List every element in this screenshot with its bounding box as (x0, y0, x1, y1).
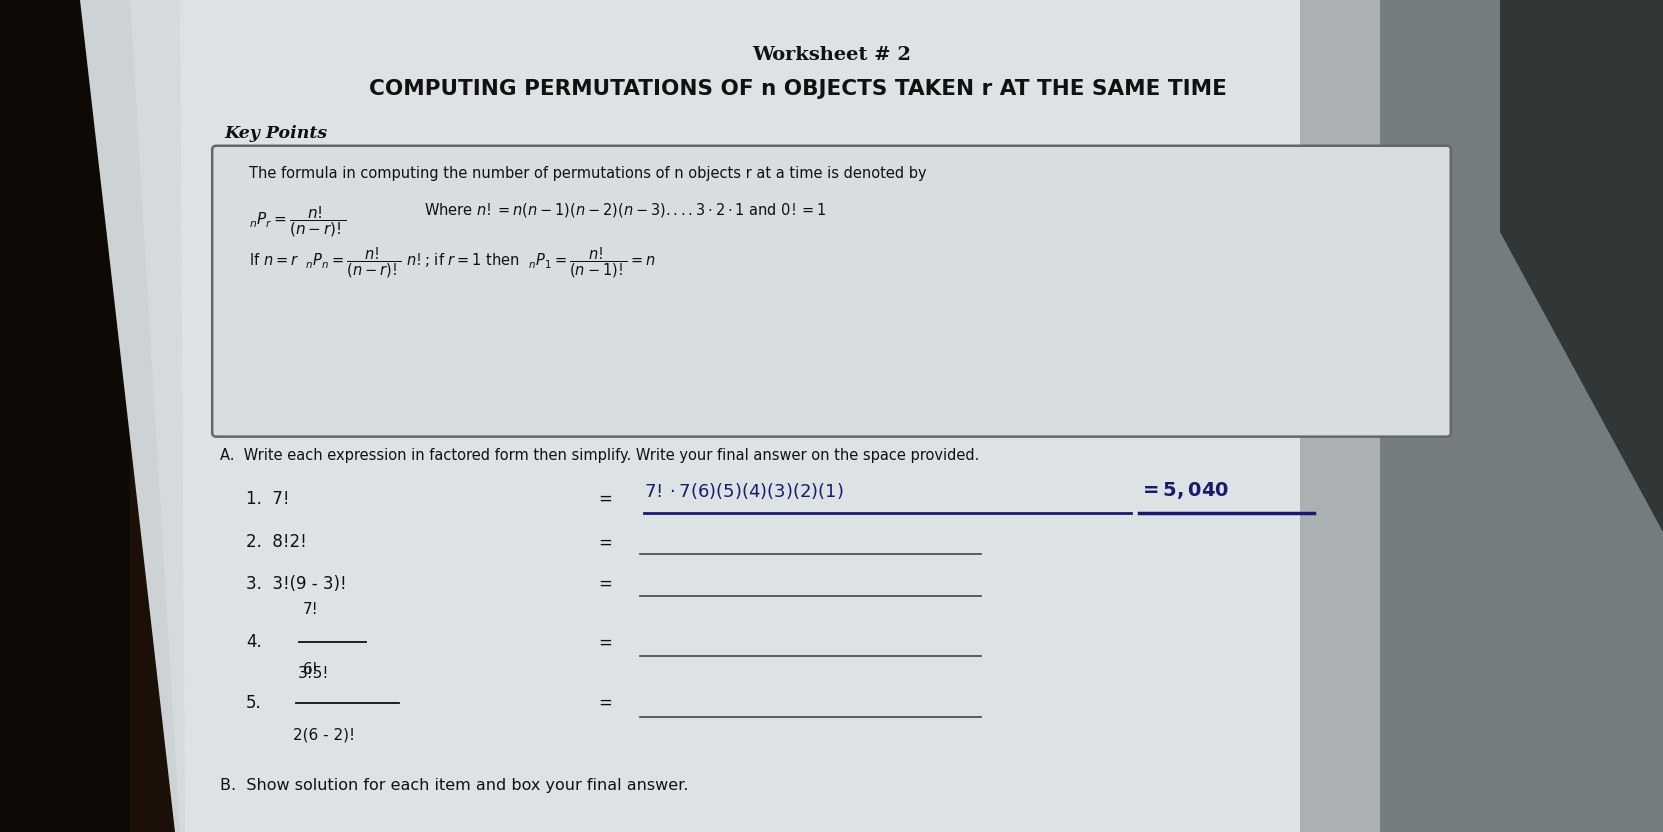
Polygon shape (1500, 0, 1663, 532)
Text: =: = (599, 633, 612, 651)
Text: 6!: 6! (303, 662, 318, 677)
Polygon shape (80, 0, 1663, 832)
Text: 3!5!: 3!5! (298, 666, 329, 681)
Text: Worksheet # 2: Worksheet # 2 (752, 46, 911, 64)
Text: 4.: 4. (246, 633, 261, 651)
Text: Where $n! = n(n-1)(n-2)(n-3)....3\cdot 2\cdot 1$ and $0! = 1$: Where $n! = n(n-1)(n-2)(n-3)....3\cdot 2… (424, 201, 827, 220)
Text: Key Points: Key Points (225, 125, 328, 141)
Text: A.  Write each expression in factored form then simplify. Write your final answe: A. Write each expression in factored for… (220, 448, 980, 463)
Text: 2(6 - 2)!: 2(6 - 2)! (293, 727, 354, 742)
Text: B.  Show solution for each item and box your final answer.: B. Show solution for each item and box y… (220, 778, 688, 793)
Polygon shape (180, 0, 1300, 832)
Polygon shape (1380, 0, 1663, 832)
Text: =: = (599, 694, 612, 712)
Text: $\mathit{7! \cdot 7(6)(5)(4)(3)(2)(1)}$: $\mathit{7! \cdot 7(6)(5)(4)(3)(2)(1)}$ (644, 481, 843, 501)
Text: $_{n}P_{r}=\dfrac{n!}{(n-r)!}$: $_{n}P_{r}=\dfrac{n!}{(n-r)!}$ (249, 204, 348, 239)
Text: =: = (599, 533, 612, 552)
Polygon shape (130, 0, 1450, 832)
Text: COMPUTING PERMUTATIONS OF n OBJECTS TAKEN r AT THE SAME TIME: COMPUTING PERMUTATIONS OF n OBJECTS TAKE… (369, 79, 1227, 99)
Polygon shape (1201, 0, 1663, 832)
FancyBboxPatch shape (213, 146, 1450, 437)
Text: 3.  3!(9 - 3)!: 3. 3!(9 - 3)! (246, 575, 348, 593)
Text: $\mathbf{= 5,040}$: $\mathbf{= 5,040}$ (1139, 480, 1229, 502)
Text: If $n=r$ $\ _{n}P_{n}=\dfrac{n!}{(n-r)!}$ $n!$; if $r=1$ then $\ _{n}P_{1}=\dfra: If $n=r$ $\ _{n}P_{n}=\dfrac{n!}{(n-r)!}… (249, 245, 657, 280)
Text: 5.: 5. (246, 694, 261, 712)
Polygon shape (0, 0, 130, 832)
Text: =: = (599, 490, 612, 508)
Text: 1.  7!: 1. 7! (246, 490, 289, 508)
Text: 2.  8!2!: 2. 8!2! (246, 533, 308, 552)
Text: =: = (599, 575, 612, 593)
Text: 7!: 7! (303, 602, 318, 617)
Text: The formula in computing the number of permutations of n objects r at a time is : The formula in computing the number of p… (249, 166, 926, 181)
